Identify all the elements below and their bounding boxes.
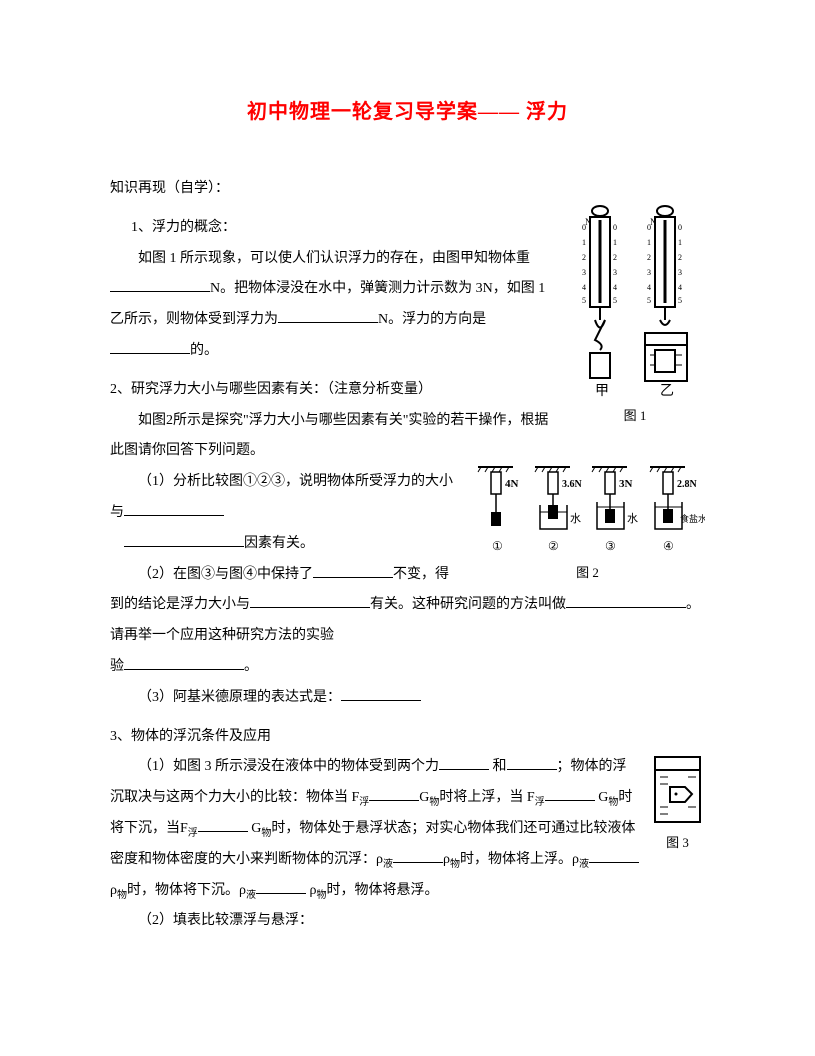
svg-text:3: 3 — [582, 268, 586, 277]
svg-text:2: 2 — [613, 253, 617, 262]
svg-text:水: 水 — [627, 512, 638, 525]
svg-text:4N: 4N — [505, 478, 519, 490]
svg-text:4: 4 — [613, 283, 617, 292]
svg-text:4: 4 — [582, 283, 586, 292]
svg-text:2: 2 — [647, 253, 651, 262]
svg-text:②: ② — [548, 539, 559, 553]
svg-text:5: 5 — [678, 296, 682, 305]
section-3-q1: （1）如图 3 所示浸没在液体中的物体受到两个力 和；物体的浮沉取决与这两个力大… — [110, 752, 705, 906]
figure-2-caption: 图 2 — [470, 559, 705, 588]
svg-text:3: 3 — [647, 268, 651, 277]
svg-text:食盐水: 食盐水 — [680, 513, 705, 524]
fig1-label-jia: 甲 — [595, 384, 609, 399]
svg-text:3: 3 — [613, 268, 617, 277]
figure-1-caption: 图 1 — [565, 402, 705, 431]
svg-text:④: ④ — [663, 539, 674, 553]
svg-text:5: 5 — [613, 296, 617, 305]
svg-text:N: N — [650, 217, 657, 227]
figure-3-caption: 图 3 — [650, 829, 705, 858]
figure-1: N 0 1 2 3 4 5 0 1 2 3 4 5 — [565, 200, 705, 431]
svg-text:0: 0 — [647, 223, 651, 232]
svg-text:4: 4 — [647, 283, 651, 292]
svg-text:3: 3 — [678, 268, 682, 277]
svg-text:2: 2 — [678, 253, 682, 262]
svg-text:1: 1 — [613, 238, 617, 247]
svg-text:1: 1 — [678, 238, 682, 247]
document-content: 知识再现（自学）： N 0 1 2 3 4 5 0 1 2 3 4 5 — [110, 174, 705, 937]
svg-text:3.6N: 3.6N — [562, 479, 583, 490]
svg-text:①: ① — [492, 539, 503, 553]
fig1-label-yi: 乙 — [660, 383, 674, 399]
svg-text:1: 1 — [647, 238, 651, 247]
svg-text:5: 5 — [647, 296, 651, 305]
svg-text:0: 0 — [613, 223, 617, 232]
figure-3: 图 3 — [650, 752, 705, 858]
svg-text:1: 1 — [582, 238, 586, 247]
svg-text:2.8N: 2.8N — [677, 479, 698, 490]
svg-text:4: 4 — [678, 283, 682, 292]
svg-text:N: N — [585, 217, 592, 227]
svg-text:0: 0 — [678, 223, 682, 232]
svg-text:0: 0 — [582, 223, 586, 232]
section-2-q2-cont: 验。 — [110, 652, 705, 683]
section-2-q3: （3）阿基米德原理的表达式是： — [110, 683, 705, 714]
page-title: 初中物理一轮复习导学案—— 浮力 — [110, 95, 705, 124]
figure-2: 4N 3.6N 水 3N — [470, 462, 705, 588]
svg-text:2: 2 — [582, 253, 586, 262]
svg-text:③: ③ — [605, 539, 616, 553]
section-3-q2: （2）填表比较漂浮与悬浮： — [110, 906, 705, 937]
section-3-header: 3、物体的浮沉条件及应用 — [110, 722, 705, 753]
svg-text:3N: 3N — [619, 478, 633, 490]
svg-text:5: 5 — [582, 296, 586, 305]
svg-text:水: 水 — [570, 512, 581, 525]
